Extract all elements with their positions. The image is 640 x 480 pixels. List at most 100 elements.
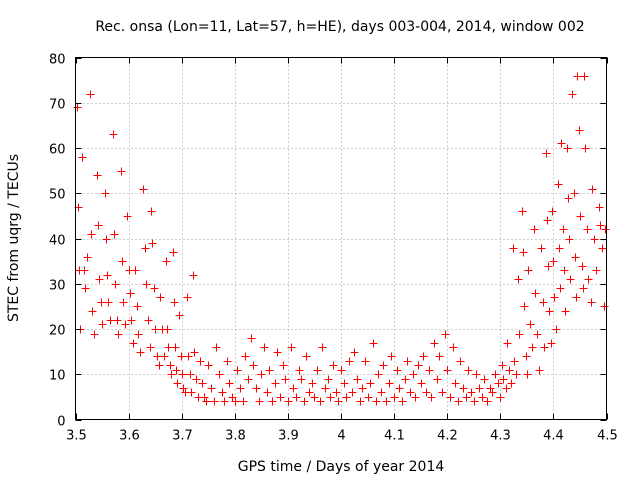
data-point: [539, 298, 548, 307]
x-tick-label: 4.1: [384, 429, 405, 444]
data-point: [98, 320, 107, 329]
data-point: [571, 253, 580, 262]
data-point: [187, 388, 196, 397]
data-point: [390, 393, 399, 402]
data-point: [329, 361, 338, 370]
data-point: [356, 397, 365, 406]
data-point: [572, 293, 581, 302]
data-point: [305, 388, 314, 397]
data-point: [218, 388, 227, 397]
data-point: [579, 284, 588, 293]
x-tick-label: 4.3: [490, 429, 511, 444]
data-point: [273, 348, 282, 357]
data-point: [271, 379, 280, 388]
data-point: [110, 230, 119, 239]
data-point: [225, 379, 234, 388]
data-point: [575, 126, 584, 135]
data-point: [456, 357, 465, 366]
data-point: [300, 397, 309, 406]
data-point: [578, 262, 587, 271]
data-point: [127, 316, 136, 325]
y-tick-label: 30: [49, 279, 66, 294]
x-tick-label: 3.8: [225, 429, 246, 444]
data-point: [502, 384, 511, 393]
data-point: [78, 153, 87, 162]
data-point: [498, 361, 507, 370]
data-point: [427, 393, 436, 402]
data-point: [268, 397, 277, 406]
data-point: [573, 72, 582, 81]
data-point: [114, 330, 123, 339]
data-point: [337, 366, 346, 375]
data-point: [348, 388, 357, 397]
data-point: [332, 388, 341, 397]
data-point: [433, 375, 442, 384]
data-point: [422, 388, 431, 397]
data-point: [395, 384, 404, 393]
data-point: [472, 370, 481, 379]
data-point: [172, 366, 181, 375]
data-point: [94, 221, 103, 230]
data-point: [385, 379, 394, 388]
data-point: [104, 298, 113, 307]
data-point: [170, 298, 179, 307]
data-point: [438, 388, 447, 397]
data-point: [561, 307, 570, 316]
data-point: [146, 343, 155, 352]
data-point: [475, 384, 484, 393]
data-point: [580, 72, 589, 81]
data-point: [559, 225, 568, 234]
data-point: [326, 393, 335, 402]
data-point: [252, 384, 261, 393]
data-point: [446, 393, 455, 402]
data-point: [255, 397, 264, 406]
data-point: [488, 388, 497, 397]
data-point: [523, 370, 532, 379]
data-point: [345, 357, 354, 366]
data-point: [598, 244, 607, 253]
data-point: [162, 257, 171, 266]
x-tick-label: 3.6: [119, 429, 140, 444]
data-point: [276, 393, 285, 402]
data-point: [80, 266, 89, 275]
data-point: [510, 357, 519, 366]
y-axis-label: STEC from uqrg / TECUs: [6, 154, 22, 322]
data-point: [86, 90, 95, 99]
data-point: [123, 212, 132, 221]
data-point: [361, 357, 370, 366]
data-point: [430, 339, 439, 348]
y-tick-label: 80: [49, 53, 66, 68]
grid-lines: [75, 57, 607, 420]
data-point: [83, 253, 92, 262]
data-point: [223, 357, 232, 366]
data-point: [587, 298, 596, 307]
data-point: [117, 167, 126, 176]
data-point: [382, 397, 391, 406]
data-point: [281, 375, 290, 384]
data-point: [531, 289, 540, 298]
data-point: [334, 397, 343, 406]
data-point: [568, 90, 577, 99]
data-point: [358, 384, 367, 393]
data-point: [200, 393, 209, 402]
x-tick-label: 4.2: [437, 429, 458, 444]
data-point: [103, 271, 112, 280]
data-point: [73, 103, 82, 112]
data-point: [236, 384, 245, 393]
data-point: [570, 189, 579, 198]
data-point: [596, 221, 605, 230]
data-point: [353, 375, 362, 384]
data-point: [499, 375, 508, 384]
data-point: [369, 339, 378, 348]
x-tick-label: 3.7: [172, 429, 193, 444]
data-point: [478, 393, 487, 402]
data-points: [73, 72, 610, 406]
data-point: [220, 397, 229, 406]
data-point: [425, 366, 434, 375]
data-point: [113, 316, 122, 325]
y-tick-label: 0: [57, 415, 65, 430]
data-point: [533, 330, 542, 339]
data-point: [169, 248, 178, 257]
data-point: [102, 235, 111, 244]
data-point: [186, 370, 195, 379]
